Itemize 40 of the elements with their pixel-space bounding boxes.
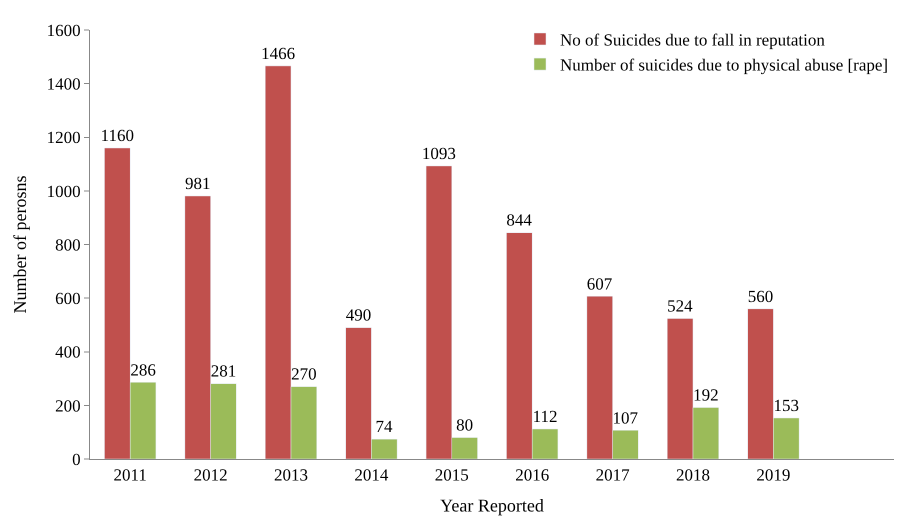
data-label: 1160 bbox=[100, 126, 134, 145]
legend-label: No of Suicides due to fall in reputation bbox=[560, 30, 826, 50]
y-tick-label: 600 bbox=[55, 289, 81, 308]
data-label: 560 bbox=[748, 286, 774, 306]
data-label: 281 bbox=[210, 362, 236, 381]
data-label: 607 bbox=[586, 274, 613, 294]
data-label: 80 bbox=[456, 416, 474, 435]
data-label: 490 bbox=[346, 306, 372, 325]
y-tick-label: 1600 bbox=[46, 20, 81, 40]
data-label: 1093 bbox=[422, 144, 456, 163]
y-tick-label: 0 bbox=[72, 450, 81, 469]
y-tick-label: 200 bbox=[55, 396, 81, 416]
data-label: 107 bbox=[612, 408, 638, 428]
x-tick-label: 2018 bbox=[676, 465, 710, 484]
x-axis-title: Year Reported bbox=[440, 496, 544, 516]
x-tick-label: 2014 bbox=[354, 465, 389, 484]
x-tick-label: 2016 bbox=[515, 465, 550, 484]
data-label: 112 bbox=[532, 406, 558, 426]
data-label: 1466 bbox=[261, 44, 296, 63]
data-label: 524 bbox=[667, 296, 694, 316]
data-label: 192 bbox=[693, 386, 719, 405]
y-axis-title: Number of perosns bbox=[10, 176, 30, 314]
x-tick-label: 2012 bbox=[194, 465, 228, 484]
data-label: 981 bbox=[184, 174, 210, 193]
data-label: 270 bbox=[291, 364, 317, 384]
data-label: 286 bbox=[130, 360, 156, 380]
data-label: 153 bbox=[774, 396, 800, 415]
y-tick-label: 800 bbox=[55, 235, 81, 254]
x-tick-label: 2017 bbox=[596, 465, 630, 484]
y-tick-label: 1200 bbox=[46, 128, 81, 148]
y-tick-label: 1400 bbox=[46, 74, 81, 94]
x-tick-label: 2011 bbox=[114, 465, 147, 484]
y-tick-label: 1000 bbox=[46, 182, 81, 201]
y-tick-label: 400 bbox=[55, 342, 81, 362]
data-label: 74 bbox=[376, 417, 394, 436]
x-tick-label: 2015 bbox=[434, 465, 469, 484]
x-tick-label: 2019 bbox=[756, 465, 790, 484]
data-label: 844 bbox=[506, 210, 532, 230]
legend-label: Number of suicides due to physical abuse [rape] bbox=[560, 56, 888, 75]
x-tick-label: 2013 bbox=[274, 465, 308, 484]
